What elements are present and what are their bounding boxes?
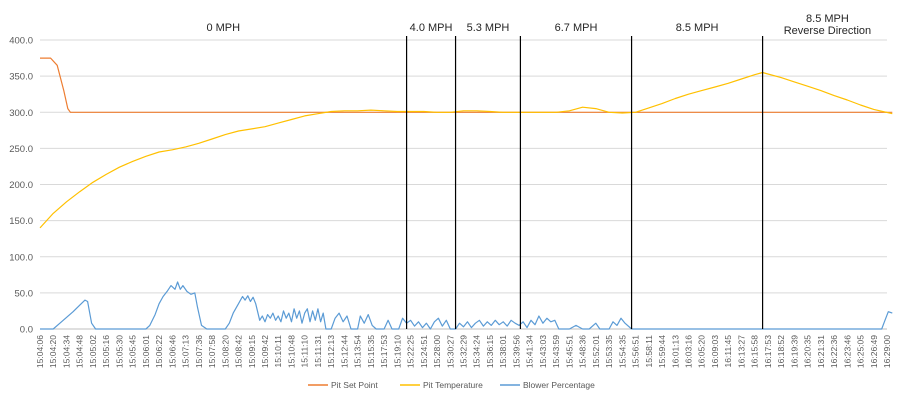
x-tick-label: 15:56:51	[631, 335, 641, 368]
legend-label: Pit Set Point	[331, 380, 378, 390]
x-tick-label: 15:41:34	[525, 335, 535, 368]
y-tick-label: 400.0	[9, 36, 33, 47]
y-tick-label: 150.0	[9, 216, 33, 227]
x-tick-label: 16:25:05	[856, 335, 866, 368]
x-tick-label: 15:07:13	[181, 335, 191, 368]
x-tick-label: 15:53:35	[604, 335, 614, 368]
x-tick-label: 15:48:36	[578, 335, 588, 368]
x-tick-label: 15:38:01	[498, 335, 508, 368]
segment-label: 5.3 MPH	[467, 22, 510, 34]
x-tick-label: 15:34:24	[472, 335, 482, 368]
x-tick-label: 15:10:11	[273, 335, 283, 368]
x-tick-label: 15:09:15	[247, 335, 257, 368]
x-tick-label: 15:12:44	[339, 335, 349, 368]
x-tick-label: 15:08:42	[234, 335, 244, 368]
segment-label: 6.7 MPH	[555, 22, 598, 34]
x-tick-label: 16:29:00	[882, 335, 892, 368]
x-tick-label: 16:15:58	[750, 335, 760, 368]
x-tick-label: 15:19:10	[392, 335, 402, 368]
x-tick-label: 15:36:15	[485, 335, 495, 368]
x-tick-label: 15:52:01	[591, 335, 601, 368]
x-tick-label: 16:05:20	[697, 335, 707, 368]
grid-lines	[40, 39, 887, 330]
x-tick-label: 16:26:49	[869, 335, 879, 368]
x-tick-label: 15:07:58	[207, 335, 217, 368]
x-tick-label: 15:54:35	[617, 335, 627, 368]
x-tick-label: 15:07:36	[194, 335, 204, 368]
x-tick-label: 15:32:29	[459, 335, 469, 368]
x-tick-label: 16:13:27	[736, 335, 746, 368]
chart-legend: Pit Set Point Pit Temperature Blower Perce…	[308, 380, 595, 390]
x-tick-label: 16:09:03	[710, 335, 720, 368]
x-tick-label: 15:43:59	[551, 335, 561, 368]
x-tick-label: 16:01:13	[670, 335, 680, 368]
x-tick-label: 16:23:46	[842, 335, 852, 368]
x-tick-label: 15:11:10	[300, 335, 310, 368]
x-tick-label: 15:10:48	[286, 335, 296, 368]
x-tick-label: 16:03:16	[683, 335, 693, 368]
y-tick-label: 300.0	[9, 108, 33, 119]
x-tick-label: 15:24:51	[419, 335, 429, 368]
x-tick-label: 15:04:48	[75, 335, 85, 368]
x-tick-label: 15:09:42	[260, 335, 270, 368]
segment-label: 0 MPH	[206, 22, 240, 34]
x-tick-label: 15:04:34	[61, 335, 71, 368]
x-tick-label: 15:15:35	[366, 335, 376, 368]
x-tick-label: 16:17:53	[763, 335, 773, 368]
x-tick-label: 15:05:30	[114, 335, 124, 368]
x-tick-label: 15:13:54	[353, 335, 363, 368]
x-tick-label: 15:04:06	[35, 335, 45, 368]
x-tick-label: 15:06:46	[167, 335, 177, 368]
x-tick-label: 16:22:36	[829, 335, 839, 368]
y-tick-label: 350.0	[9, 72, 33, 83]
y-tick-label: 50.0	[15, 288, 34, 299]
x-tick-label: 15:58:11	[644, 335, 654, 368]
x-tick-label: 15:12:13	[326, 335, 336, 368]
x-tick-label: 15:28:00	[432, 335, 442, 368]
x-tick-label: 15:11:31	[313, 335, 323, 368]
segment-label: 8.5 MPH	[676, 22, 719, 34]
series-line-1	[39, 71, 893, 229]
legend-label: Blower Percentage	[523, 380, 595, 390]
x-axis-tick-labels: 15:04:06 15:04:20 15:04:34 15:04:48 15:05:02…	[35, 335, 892, 368]
x-tick-label: 15:05:16	[101, 335, 111, 368]
x-tick-label: 15:59:44	[657, 335, 667, 368]
y-tick-label: 100.0	[9, 252, 33, 263]
x-tick-label: 15:06:01	[141, 335, 151, 368]
y-tick-label: 250.0	[9, 144, 33, 155]
x-tick-label: 16:20:35	[803, 335, 813, 368]
data-series	[39, 57, 893, 330]
y-tick-label: 0.0	[20, 325, 33, 336]
x-tick-label: 15:45:51	[564, 335, 574, 368]
x-tick-label: 16:11:45	[723, 335, 733, 368]
x-tick-label: 15:04:20	[48, 335, 58, 368]
x-tick-label: 16:19:39	[789, 335, 799, 368]
x-tick-label: 15:30:27	[445, 335, 455, 368]
segment-sublabel: Reverse Direction	[784, 25, 871, 37]
x-tick-label: 15:17:53	[379, 335, 389, 368]
x-tick-label: 15:43:03	[538, 335, 548, 368]
segment-label: 4.0 MPH	[410, 22, 453, 34]
x-tick-label: 16:21:31	[816, 335, 826, 368]
x-tick-label: 16:18:52	[776, 335, 786, 368]
series-line-0	[40, 57, 893, 113]
x-tick-label: 15:22:25	[406, 335, 416, 368]
x-tick-label: 15:05:02	[88, 335, 98, 368]
x-tick-label: 15:08:20	[220, 335, 230, 368]
y-axis-tick-labels: 0.0 50.0 100.0 150.0 200.0 250.0 300.0 350.0 400…	[9, 36, 33, 336]
legend-label: Pit Temperature	[423, 380, 483, 390]
x-tick-label: 15:06:22	[154, 335, 164, 368]
y-tick-label: 200.0	[9, 180, 33, 191]
series-line-2	[40, 281, 893, 330]
segment-label: 8.5 MPH	[806, 13, 849, 25]
x-tick-label: 15:39:56	[511, 335, 521, 368]
x-tick-label: 15:05:45	[128, 335, 138, 368]
speed-segment-markers: 0 MPH 4.0 MPH 5.3 MPH 6.7 MPH 8.5 MPH 8.5 MPH…	[206, 13, 871, 329]
